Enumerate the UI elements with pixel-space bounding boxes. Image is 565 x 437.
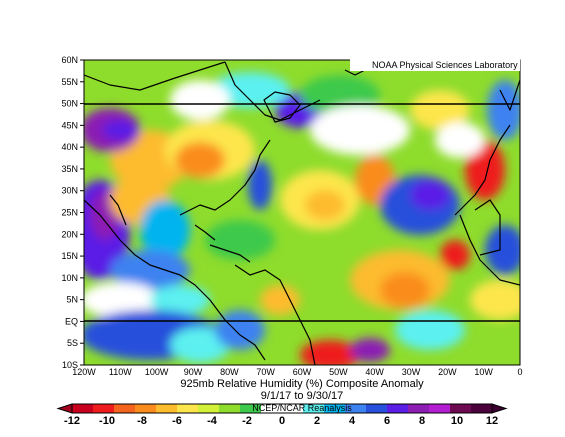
colorbar-max-arrow xyxy=(491,403,508,414)
colorbar-swatch xyxy=(240,404,262,413)
colorbar-tick-label: 2 xyxy=(314,415,320,427)
colorbar-tick-label: 4 xyxy=(349,415,356,427)
lat-tick-label: 40N xyxy=(61,142,78,152)
colorbar-swatch xyxy=(366,404,388,413)
lat-tick-label: 5S xyxy=(67,338,78,348)
lat-tick-label: 10S xyxy=(62,360,78,370)
lon-tick-label: 0 xyxy=(517,367,522,377)
lon-tick-label: 30W xyxy=(402,367,421,377)
colorbar-swatch xyxy=(261,404,283,413)
colorbar-swatch xyxy=(198,404,220,413)
longitude-axis: 120W 110W 100W 90W 80W 70W 60W 50W 40W 30W 20W 10W 0 xyxy=(72,367,522,377)
lon-tick-label: 50W xyxy=(329,367,348,377)
colorbar-tick-label: 6 xyxy=(384,415,390,427)
humidity-anomaly-field xyxy=(84,72,520,365)
lon-tick-label: 100W xyxy=(145,367,169,377)
colorbar-swatch xyxy=(156,404,178,413)
map-plot-area xyxy=(83,59,521,366)
lon-tick-label: 20W xyxy=(438,367,457,377)
lat-tick-label: 5N xyxy=(66,295,78,305)
lat-tick-label: 10N xyxy=(61,273,78,283)
colorbar-tick-label: 12 xyxy=(486,415,498,427)
colorbar-tick-label: -12 xyxy=(64,415,80,427)
figure-title: 925mb Relative Humidity (%) Composite An… xyxy=(180,378,424,390)
colorbar-swatch xyxy=(93,404,115,413)
colorbar-swatch xyxy=(282,404,304,413)
lon-tick-label: 70W xyxy=(256,367,275,377)
colorbar-swatch xyxy=(345,404,367,413)
colorbar-swatch xyxy=(324,404,346,413)
latitude-axis: 60N 55N 50N 45N 40N 35N 30N 25N 20N 15N 10N 5N EQ 5S 1… xyxy=(61,55,84,370)
lon-tick-label: 10W xyxy=(474,367,493,377)
colorbar-swatch xyxy=(219,404,241,413)
colorbar-tick-label: -6 xyxy=(172,415,182,427)
lat-tick-label: 25N xyxy=(61,208,78,218)
lat-tick-label: 55N xyxy=(61,77,78,87)
lon-tick-label: 80W xyxy=(220,367,239,377)
colorbar-swatch xyxy=(387,404,409,413)
lon-tick-label: 40W xyxy=(365,367,384,377)
colorbar-tick-label: 10 xyxy=(451,415,463,427)
colorbar-swatch xyxy=(114,404,136,413)
colorbar-swatch xyxy=(72,404,94,413)
colorbar-swatch xyxy=(408,404,430,413)
colorbar-swatch xyxy=(303,404,325,413)
colorbar: -12 -10 -8 -6 -4 -2 0 2 4 6 8 10 12 xyxy=(56,403,508,427)
coastlines xyxy=(84,61,520,365)
lon-tick-label: 110W xyxy=(109,367,132,377)
lon-tick-label: 60W xyxy=(293,367,312,377)
colorbar-tick-label: -2 xyxy=(242,415,252,427)
lon-tick-label: 120W xyxy=(72,367,96,377)
colorbar-tick-label: 8 xyxy=(419,415,425,427)
lat-tick-label: 60N xyxy=(61,55,78,65)
colorbar-swatch xyxy=(471,404,493,413)
colorbar-swatch xyxy=(450,404,472,413)
lat-tick-label: 30N xyxy=(61,186,78,196)
credit-label: NOAA Physical Sciences Laboratory xyxy=(372,60,518,70)
colorbar-swatch xyxy=(135,404,157,413)
colorbar-swatch xyxy=(429,404,451,413)
lat-tick-label: 50N xyxy=(61,99,78,109)
colorbar-tick-label: 0 xyxy=(279,415,285,427)
colorbar-tick-label: -4 xyxy=(207,415,218,427)
lat-tick-label: 15N xyxy=(61,251,78,261)
lat-tick-label: 20N xyxy=(61,229,78,239)
colorbar-tick-label: -8 xyxy=(137,415,147,427)
colorbar-frame xyxy=(71,403,493,414)
colorbar-min-arrow xyxy=(56,403,73,414)
lat-tick-label: 35N xyxy=(61,164,78,174)
watermark-label: NCEP/NCAR Reanalysis xyxy=(252,403,352,413)
colorbar-tick-label: -10 xyxy=(99,415,115,427)
colorbar-swatch xyxy=(177,404,199,413)
lat-tick-label: 45N xyxy=(61,120,78,130)
figure-date-range: 9/1/17 to 9/30/17 xyxy=(261,390,344,402)
lat-tick-label: EQ xyxy=(65,316,78,326)
lon-tick-label: 90W xyxy=(184,367,203,377)
credit-box: NOAA Physical Sciences Laboratory xyxy=(350,58,520,71)
